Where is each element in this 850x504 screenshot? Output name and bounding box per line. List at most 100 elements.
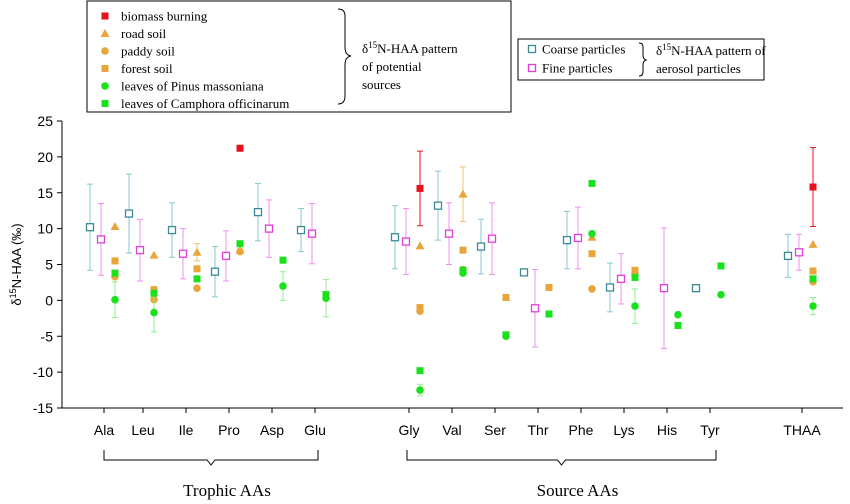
x-tick-label-phe: Phe [569,422,594,438]
point-leaves-of-camphora-officinarum-lys [631,273,639,281]
point-biomass-burning-pro [236,144,244,152]
point-coarse-particles-thr [519,268,529,277]
x-tick-label-val: Val [442,422,461,438]
point-road-soil-thaa [808,239,818,248]
x-tick-label-thaa: THAA [783,422,821,438]
point-leaves-of-pinus-massoniana-ala [111,295,119,304]
point-coarse-particles-lys [605,283,615,292]
legend-label-forest-soil: forest soil [121,61,173,76]
point-biomass-burning-gly [416,184,424,192]
point-fine-particles-ser [487,234,497,243]
point-leaves-of-camphora-officinarum-his [674,321,682,329]
legend-sources-box [86,0,512,113]
point-leaves-of-pinus-massoniana-gly [416,386,424,394]
group-label-trophic-aas: Trophic AAs [183,481,271,500]
legend-label-biomass-burning: biomass burning [121,9,208,24]
legend-label-road-soil: road soil [121,26,167,41]
x-tick-label-tyr: Tyr [700,422,720,438]
x-tick-label-lys: Lys [613,422,634,438]
point-fine-particles-phe [573,233,583,243]
point-forest-soil-phe [588,250,596,258]
point-coarse-particles-thaa [783,251,793,261]
point-forest-soil-ala [111,257,119,265]
legend-label-coarse-particles: Coarse particles [542,42,625,57]
point-coarse-particles-ala [85,223,95,232]
point-leaves-of-pinus-massoniana-asp [279,282,287,290]
x-tick-label-his: His [657,422,677,438]
point-forest-soil-lys [631,266,639,274]
point-coarse-particles-ser [476,242,486,251]
point-fine-particles-pro [221,251,231,261]
point-fine-particles-asp [264,224,274,233]
y-tick-label: 10 [37,221,53,237]
legend-sources-brace [337,8,352,105]
point-road-soil-val [458,189,468,198]
legend-aerosol-brace [638,42,648,77]
x-tick-label-pro: Pro [218,422,240,438]
point-fine-particles-leu [135,245,145,255]
legend-label-leaves-of-camphora-officinarum: leaves of Camphora officinarum [121,96,289,111]
point-leaves-of-pinus-massoniana-leu [150,308,158,317]
point-coarse-particles-tyr [691,284,701,293]
point-paddy-soil-ile [193,284,201,292]
point-leaves-of-camphora-officinarum-thaa [809,275,817,283]
point-leaves-of-camphora-officinarum-leu [150,289,158,297]
legend-marker-fine-particles [527,63,537,73]
point-paddy-soil-phe [588,285,596,293]
point-road-soil-leu [149,250,159,259]
point-leaves-of-camphora-officinarum-pro [236,240,244,248]
point-fine-particles-glu [307,229,317,238]
group-label-source-aas: Source AAs [537,481,619,500]
point-leaves-of-camphora-officinarum-ala [111,269,119,277]
point-leaves-of-camphora-officinarum-asp [279,256,287,264]
point-leaves-of-camphora-officinarum-gly [416,367,424,375]
legend-marker-leaves-of-pinus-massoniana [101,82,109,90]
point-fine-particles-ile [178,249,188,258]
point-leaves-of-pinus-massoniana-tyr [717,290,725,299]
legend-caption-line: δ15N-HAA pattern of [656,42,766,58]
y-tick-label: -5 [41,328,54,344]
point-leaves-of-camphora-officinarum-phe [588,179,596,187]
legend-marker-road-soil [100,29,110,37]
y-tick-label: 20 [37,149,53,165]
point-fine-particles-lys [616,274,626,284]
point-leaves-of-pinus-massoniana-his [674,310,682,319]
point-road-soil-ile [192,247,202,256]
legend-caption-line: δ15N-HAA pattern [362,40,458,56]
x-tick-label-ser: Ser [484,422,506,438]
legend-aerosol-box [517,38,765,81]
brace-source-aas [406,450,717,466]
point-coarse-particles-ile [167,225,177,235]
x-tick-label-gly: Gly [399,422,420,438]
point-leaves-of-camphora-officinarum-ser [502,331,510,339]
point-forest-soil-val [459,246,467,254]
y-tick-label: -10 [33,364,53,380]
x-tick-label-glu: Glu [304,422,326,438]
point-forest-soil-leu [150,286,158,294]
y-axis-title: δ15N-HAA (‰) [8,223,24,305]
point-forest-soil-thr [545,283,553,291]
point-biomass-burning-thaa [809,183,817,191]
point-coarse-particles-val [433,201,443,210]
point-leaves-of-pinus-massoniana-thaa [809,302,817,310]
point-leaves-of-camphora-officinarum-thr [545,310,553,318]
legend-caption-line: sources [362,77,401,92]
x-tick-label-ile: Ile [179,422,194,438]
legend-marker-biomass-burning [101,12,109,20]
legend-marker-forest-soil [101,65,109,72]
legend-sources: biomass burning road soil paddy soil forest… [86,0,512,113]
point-forest-soil-ser [502,294,510,302]
point-road-soil-ala [110,221,120,230]
legend-label-fine-particles: Fine particles [542,61,612,76]
point-leaves-of-camphora-officinarum-ile [193,275,201,283]
point-road-soil-gly [415,241,425,250]
point-coarse-particles-pro [210,267,220,276]
point-coarse-particles-glu [296,225,306,235]
point-fine-particles-val [444,229,454,238]
point-paddy-soil-pro [236,247,244,256]
legend-marker-leaves-of-camphora-officinarum [101,100,109,107]
point-leaves-of-pinus-massoniana-lys [631,302,639,310]
legend-sources-caption: δ15N-HAA pattern of potential sources [362,40,458,92]
legend-caption-line: aerosol particles [656,61,741,76]
point-coarse-particles-phe [562,235,572,245]
